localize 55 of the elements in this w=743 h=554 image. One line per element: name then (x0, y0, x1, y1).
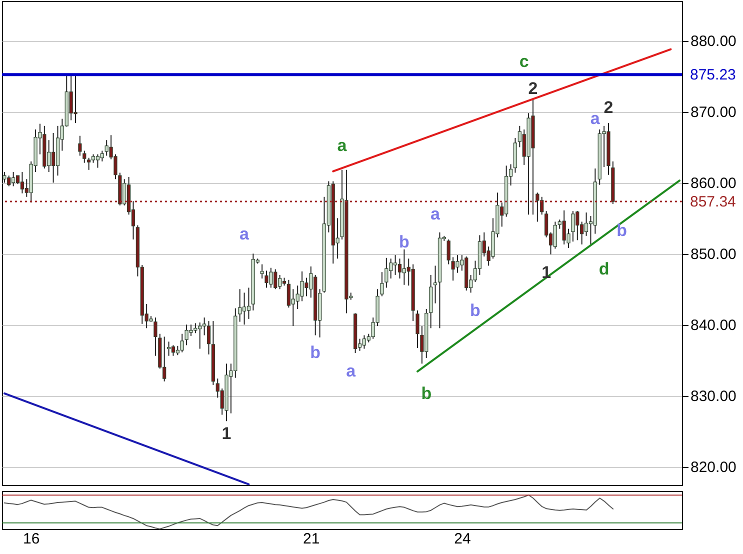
y-tick-label: 870.00 (690, 104, 736, 122)
candlestick (82, 150, 86, 164)
candlestick (171, 344, 176, 356)
y-tick-label: 830.00 (690, 388, 736, 406)
candlestick (553, 221, 557, 250)
candlestick (536, 192, 540, 222)
annotation: b (470, 301, 480, 320)
annotation: b (421, 384, 432, 404)
y-tick-label: 840.00 (690, 317, 736, 334)
candlestick (2, 172, 6, 184)
annotation: 1 (542, 262, 552, 282)
x-tick-label: 21 (303, 530, 320, 548)
annotation: 1 (222, 424, 232, 443)
candlestick (584, 212, 588, 236)
annotation: a (240, 224, 250, 244)
candlestick (20, 172, 24, 194)
candlestick (154, 317, 158, 356)
ref-line-label: 875.23 (690, 66, 736, 84)
y-tick-label: 880.00 (690, 33, 736, 50)
candlestick (384, 257, 388, 288)
annotation: a (337, 136, 348, 155)
candlestick (242, 292, 246, 326)
candlestick (180, 333, 184, 353)
candlestick (206, 320, 211, 355)
candlestick (96, 154, 100, 168)
annotation: a (590, 108, 600, 128)
annotation: b (310, 343, 321, 362)
candlestick (78, 135, 82, 156)
y-tick-label: 860.00 (690, 175, 736, 192)
y-tick-label: 820.00 (690, 459, 736, 476)
annotation: b (616, 220, 628, 240)
candlestick (416, 310, 420, 349)
candlestick (433, 265, 438, 304)
candlestick (362, 334, 366, 350)
candlestick (87, 157, 91, 170)
annotation: d (598, 259, 610, 278)
candlestick (398, 258, 402, 279)
candlestick (571, 210, 575, 242)
candlestick (260, 264, 264, 279)
candlestick (246, 287, 251, 320)
annotation: a (346, 361, 356, 380)
candlestick (100, 150, 104, 162)
x-tick-label: 16 (23, 530, 40, 548)
candlestick (166, 341, 171, 356)
y-tick-label: 850.00 (690, 246, 736, 264)
annotation: 2 (528, 79, 538, 98)
annotation: a (430, 204, 441, 224)
annotation: 2 (604, 98, 614, 118)
annotation: b (398, 232, 410, 252)
x-tick-label: 24 (454, 530, 471, 548)
ref-line-label: 857.34 (690, 194, 736, 211)
annotation: c (519, 52, 529, 72)
candlestick (380, 272, 384, 297)
candlestick (238, 288, 242, 322)
candlestick (446, 238, 450, 265)
